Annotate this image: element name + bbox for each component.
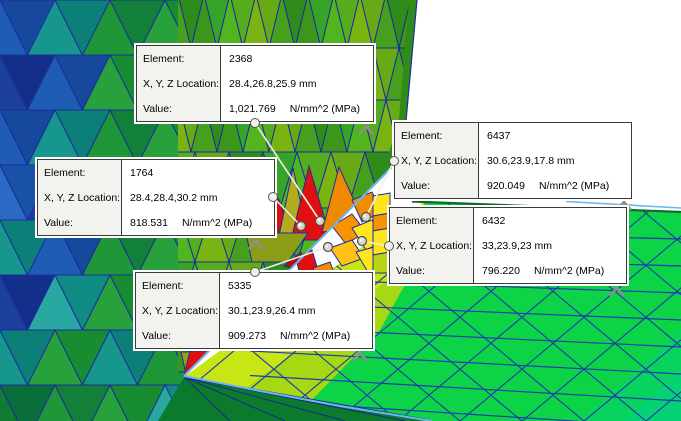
leader-grip-5335[interactable] (250, 267, 260, 277)
location-value: 30.6,23.9,17.8 mm (487, 154, 575, 167)
value-value: 920.049 N/mm^2 (MPa) (487, 179, 610, 192)
leader-grip-1764[interactable] (268, 192, 278, 202)
location-value: 30.1,23.9,26.4 mm (228, 304, 316, 317)
value-label: Value: (137, 96, 221, 121)
probe-callout-5335[interactable]: Element: 5335 X, Y, Z Location: 30.1,23.… (135, 272, 373, 349)
element-label: Element: (136, 273, 220, 298)
element-label: Element: (38, 160, 122, 185)
location-label: X, Y, Z Location: (136, 298, 220, 323)
probe-callout-1764[interactable]: Element: 1764 X, Y, Z Location: 28.4,28.… (37, 159, 275, 236)
value-label: Value: (136, 323, 220, 348)
location-label: X, Y, Z Location: (395, 148, 479, 173)
element-value: 1764 (130, 166, 154, 179)
element-value: 2368 (229, 52, 253, 65)
location-value: 28.4,28.4,30.2 mm (130, 191, 218, 204)
element-label: Element: (390, 208, 474, 233)
location-value: 28.4,26.8,25.9 mm (229, 77, 317, 90)
location-label: X, Y, Z Location: (390, 233, 474, 258)
location-label: X, Y, Z Location: (38, 185, 122, 210)
probe-leaders-and-markers (254, 122, 395, 273)
element-value: 5335 (228, 279, 252, 292)
value-value: 818.531 N/mm^2 (MPa) (130, 216, 253, 229)
value-label: Value: (390, 258, 474, 283)
value-label: Value: (38, 210, 122, 235)
leader-grip-6432[interactable] (384, 241, 394, 251)
probe-callout-6437[interactable]: Element: 6437 X, Y, Z Location: 30.6,23.… (394, 122, 632, 199)
probe-callout-6432[interactable]: Element: 6432 X, Y, Z Location: 33,23.9,… (389, 207, 627, 284)
element-value: 6432 (482, 214, 506, 227)
probe-callout-2368[interactable]: Element: 2368 X, Y, Z Location: 28.4,26.… (136, 45, 374, 122)
value-value: 1,021.769 N/mm^2 (MPa) (229, 102, 360, 115)
location-label: X, Y, Z Location: (137, 71, 221, 96)
leader-grip-6437[interactable] (389, 156, 399, 166)
element-value: 6437 (487, 129, 511, 142)
location-value: 33,23.9,23 mm (482, 239, 553, 252)
element-label: Element: (137, 46, 221, 71)
leader-grip-2368[interactable] (250, 118, 260, 128)
value-value: 796.220 N/mm^2 (MPa) (482, 264, 605, 277)
element-label: Element: (395, 123, 479, 148)
value-value: 909.273 N/mm^2 (MPa) (228, 329, 351, 342)
value-label: Value: (395, 173, 479, 198)
